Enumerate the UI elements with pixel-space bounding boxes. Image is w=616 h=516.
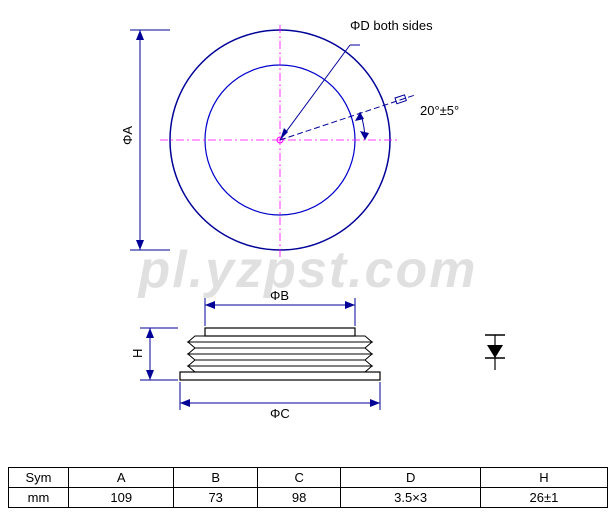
td-h: 26±1 (480, 488, 607, 508)
fin1b (188, 342, 372, 348)
side-view: ΦB ΦC H (130, 288, 380, 421)
td-b: 73 (174, 488, 257, 508)
th-sym: Sym (9, 468, 69, 488)
dim-b-arrow-r (345, 301, 355, 309)
table: Sym A B C D H mm 109 73 98 3.5×3 26±1 (8, 467, 608, 508)
diode-symbol (485, 335, 505, 370)
table-row: mm 109 73 98 3.5×3 26±1 (9, 488, 608, 508)
fin1 (188, 336, 372, 342)
td-c: 98 (257, 488, 340, 508)
fin2b (188, 354, 372, 360)
bottom-plate (180, 372, 380, 380)
th-a: A (69, 468, 174, 488)
dim-h-arrow-b (146, 370, 154, 380)
dimension-table: Sym A B C D H mm 109 73 98 3.5×3 26±1 (8, 467, 608, 508)
dim-c-arrow-r (370, 399, 380, 407)
th-d: D (341, 468, 480, 488)
td-unit: mm (9, 488, 69, 508)
angle-arrow1 (360, 131, 369, 140)
dim-a-arrow-top (136, 30, 144, 40)
label-phiB: ΦB (270, 288, 289, 303)
dim-b-arrow-l (205, 301, 215, 309)
dim-a-arrow-bot (136, 240, 144, 250)
top-view: ΦA ΦD both sides 20°±5° (120, 18, 459, 258)
th-b: B (174, 468, 257, 488)
fin3 (188, 360, 372, 366)
label-phiD: ΦD both sides (350, 18, 433, 33)
td-d: 3.5×3 (341, 488, 480, 508)
fin3b (188, 366, 372, 372)
diode-triangle (487, 345, 503, 358)
td-a: 109 (69, 488, 174, 508)
dim-h-arrow-t (146, 328, 154, 338)
th-c: C (257, 468, 340, 488)
dim-c-arrow-l (180, 399, 190, 407)
th-h: H (480, 468, 607, 488)
label-phiA: ΦA (120, 126, 135, 145)
drawing-area: ΦA ΦD both sides 20°±5° ΦB ΦC H (0, 0, 616, 440)
label-phiC: ΦC (270, 406, 290, 421)
fin2 (188, 348, 372, 354)
label-angle: 20°±5° (420, 103, 459, 118)
technical-drawing: ΦA ΦD both sides 20°±5° ΦB ΦC H (0, 0, 616, 440)
label-H: H (130, 349, 145, 358)
table-header-row: Sym A B C D H (9, 468, 608, 488)
top-plate (205, 328, 355, 336)
angle-line (280, 95, 415, 140)
phiD-leader (280, 45, 350, 140)
